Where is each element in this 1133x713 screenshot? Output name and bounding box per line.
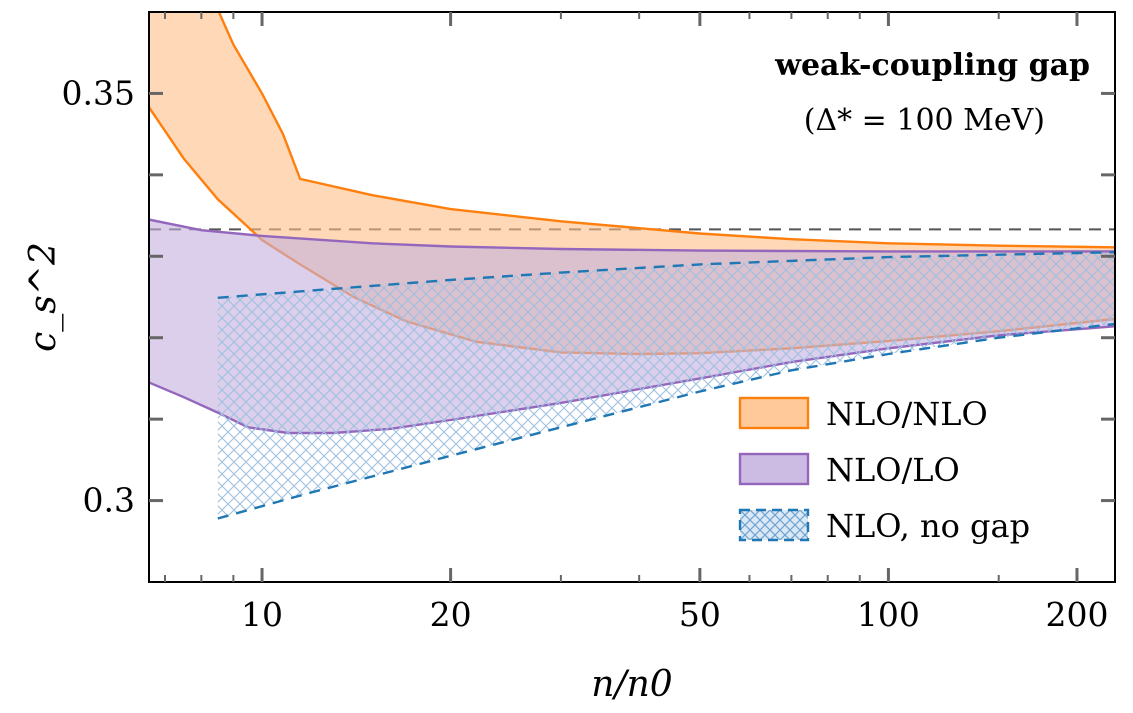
x-tick-label: 50	[679, 595, 721, 634]
band-upper-line-nlo-no-gap	[217, 251, 1115, 299]
x-tick-label: 100	[857, 595, 920, 634]
legend-label-nlo-lo: NLO/LO	[826, 451, 960, 489]
band-upper-line-nlo-lo	[149, 218, 1115, 253]
plot-frame	[148, 11, 1116, 583]
legend-label-nlo-no-gap: NLO, no gap	[826, 507, 1030, 545]
legend-swatch-nlo-nlo	[738, 396, 810, 430]
plot-area	[149, 12, 1115, 520]
y-tick-label: 0.35	[62, 73, 135, 112]
annotation: weak-coupling gap (Δ* = 100 MeV)	[774, 48, 1090, 138]
y-tick-label: 0.3	[83, 481, 135, 520]
annotation-subtitle: (Δ* = 100 MeV)	[804, 103, 1045, 138]
legend-swatch-border-nlo-no-gap	[738, 508, 810, 542]
band-fill-nlo-no-gap	[217, 252, 1115, 519]
x-axis-label: n/n0	[591, 664, 672, 705]
band-upper-line-nlo-nlo	[217, 12, 1115, 249]
band-lower-line-nlo-no-gap	[217, 322, 1115, 520]
legend: NLO/NLO NLO/LO NLO, no gap	[738, 395, 1030, 545]
axes: 10 20 50 100 200 0.3 0.35	[62, 11, 1116, 634]
x-tick-label: 10	[241, 595, 283, 634]
x-tick-label: 20	[430, 595, 472, 634]
x-tick-label: 200	[1045, 595, 1108, 634]
legend-label-nlo-nlo: NLO/NLO	[826, 395, 988, 433]
legend-swatch-nlo-lo	[738, 452, 810, 486]
annotation-title: weak-coupling gap	[774, 48, 1090, 83]
y-axis-label: c_s^2	[23, 242, 64, 352]
